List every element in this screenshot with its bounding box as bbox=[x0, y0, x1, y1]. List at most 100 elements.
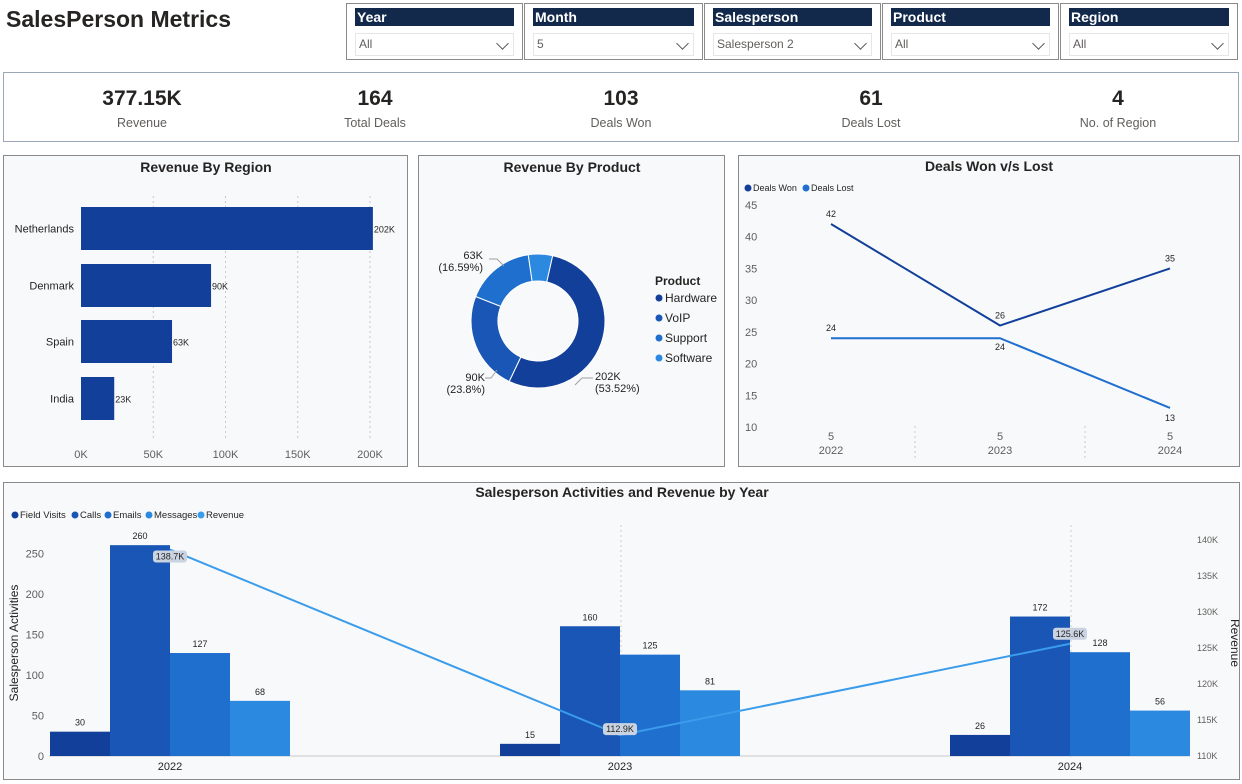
bar bbox=[81, 264, 212, 307]
legend-label: Support bbox=[665, 331, 708, 345]
legend-marker bbox=[802, 184, 810, 192]
data-label: 260 bbox=[132, 531, 147, 541]
legend-marker bbox=[655, 294, 663, 302]
kpi-label: No. of Region bbox=[1079, 116, 1157, 130]
y2-tick-label: 135K bbox=[1197, 571, 1218, 581]
data-label: 172 bbox=[1032, 603, 1047, 613]
x-tick-label: 150K bbox=[285, 449, 311, 461]
slicer-header: Product bbox=[891, 8, 1050, 26]
slicer-value: All bbox=[895, 37, 909, 51]
legend-label: Messages bbox=[154, 510, 198, 521]
data-label: (16.59%) bbox=[438, 262, 483, 274]
x-tick-label: 50K bbox=[143, 449, 163, 461]
y-tick-label: 100 bbox=[26, 670, 44, 682]
salesperson-dropdown[interactable]: Salesperson 2 bbox=[713, 33, 872, 56]
leader-line bbox=[485, 369, 498, 379]
donut-slice bbox=[508, 255, 606, 389]
chevron-down-icon[interactable] bbox=[1032, 37, 1045, 50]
legend-marker bbox=[655, 354, 663, 362]
y-tick-label: 250 bbox=[26, 548, 44, 560]
bar bbox=[110, 545, 170, 756]
revenue-by-product-panel: Revenue By Product 202K (53.52%) 90K (23.8%)… bbox=[418, 155, 725, 467]
activities-revenue-chart: Salesperson Activities and Revenue by Ye… bbox=[7, 484, 1242, 773]
kpi-label: Deals Lost bbox=[841, 116, 901, 130]
kpi-revenue: 377.15K Revenue bbox=[82, 87, 202, 130]
slicer-value: Salesperson 2 bbox=[717, 37, 794, 51]
salesperson-slicer[interactable]: Salesperson Salesperson 2 bbox=[704, 3, 881, 60]
category-label: Denmark bbox=[29, 281, 74, 293]
slicer-header: Year bbox=[355, 8, 514, 26]
y-tick-label: 150 bbox=[26, 629, 44, 641]
data-label: 63K bbox=[463, 250, 483, 262]
activities-revenue-panel: Salesperson Activities and Revenue by Ye… bbox=[3, 482, 1242, 780]
x-tick-label: 2022 bbox=[158, 761, 182, 773]
legend-marker bbox=[655, 334, 663, 342]
region-slicer[interactable]: Region All bbox=[1060, 3, 1238, 60]
slicer-header: Month bbox=[533, 8, 694, 26]
legend-marker bbox=[655, 314, 663, 322]
legend-label: VoIP bbox=[665, 311, 690, 325]
x-tick-label: 0K bbox=[74, 449, 88, 461]
legend-marker bbox=[145, 511, 153, 519]
legend-label: Software bbox=[665, 351, 713, 365]
kpi-value: 377.15K bbox=[102, 87, 182, 110]
leader-line bbox=[489, 258, 505, 267]
chevron-down-icon[interactable] bbox=[496, 37, 509, 50]
data-label: 125.6K bbox=[1056, 629, 1085, 639]
legend-marker bbox=[744, 184, 752, 192]
leader-line bbox=[574, 377, 593, 386]
revenue-by-region-chart: Revenue By Region 0K 50K 100K 150K 200K Nether… bbox=[15, 159, 395, 461]
kpi-label: Total Deals bbox=[344, 116, 406, 130]
bar bbox=[230, 700, 290, 756]
product-dropdown[interactable]: All bbox=[891, 33, 1050, 56]
y2-tick-label: 140K bbox=[1197, 535, 1218, 545]
kpi-label: Deals Won bbox=[590, 116, 652, 130]
donut-slice bbox=[527, 253, 554, 283]
y2-axis-title: Revenue bbox=[1228, 619, 1239, 667]
data-label: 15 bbox=[525, 730, 535, 740]
data-label: 90K bbox=[212, 282, 228, 292]
y2-tick-label: 115K bbox=[1197, 715, 1217, 725]
x-tick-label: 100K bbox=[213, 449, 239, 461]
chevron-down-icon[interactable] bbox=[1211, 37, 1224, 50]
bar bbox=[560, 626, 620, 756]
data-label: 138.7K bbox=[156, 552, 185, 562]
chart-title: Revenue By Region bbox=[140, 159, 271, 175]
kpi-value: 164 bbox=[357, 87, 393, 110]
y-tick-label: 30 bbox=[745, 295, 757, 307]
data-label: 23K bbox=[115, 395, 131, 405]
year-slicer[interactable]: Year All bbox=[346, 3, 523, 60]
y-axis-title: Salesperson Activities bbox=[7, 585, 21, 702]
x-tick-label: 5 bbox=[1167, 431, 1173, 443]
legend-label: Emails bbox=[113, 510, 142, 521]
chevron-down-icon[interactable] bbox=[854, 37, 867, 50]
month-slicer[interactable]: Month 5 bbox=[524, 3, 703, 60]
y2-tick-label: 110K bbox=[1197, 751, 1217, 761]
y-tick-label: 35 bbox=[745, 263, 757, 275]
slicer-value: 5 bbox=[537, 37, 544, 51]
year-dropdown[interactable]: All bbox=[355, 33, 514, 56]
chevron-down-icon[interactable] bbox=[676, 37, 689, 50]
deals-won-lost-panel: Deals Won v/s Lost Deals Won Deals Lost 10 1… bbox=[738, 155, 1240, 467]
data-label-bg bbox=[1053, 627, 1087, 640]
legend-marker bbox=[71, 511, 79, 519]
data-label: 125 bbox=[642, 641, 657, 651]
series-line bbox=[831, 337, 1171, 409]
data-label: 128 bbox=[1092, 638, 1107, 648]
legend-marker bbox=[11, 511, 19, 519]
product-slicer[interactable]: Product All bbox=[882, 3, 1059, 60]
region-dropdown[interactable]: All bbox=[1069, 33, 1229, 56]
x-tick-label: 2022 bbox=[819, 445, 843, 457]
bar bbox=[81, 377, 115, 420]
month-dropdown[interactable]: 5 bbox=[533, 33, 694, 56]
kpi-value: 103 bbox=[603, 87, 639, 110]
legend-marker bbox=[197, 511, 205, 519]
kpi-value: 61 bbox=[859, 87, 883, 110]
data-label: 63K bbox=[173, 338, 189, 348]
category-label: Netherlands bbox=[15, 224, 75, 236]
y-tick-label: 45 bbox=[745, 200, 757, 212]
kpi-card: 377.15K Revenue 164 Total Deals 103 Deals W… bbox=[3, 72, 1239, 142]
legend-label: Hardware bbox=[665, 291, 717, 305]
legend-label: Field Visits bbox=[20, 510, 66, 521]
revenue-by-region-panel: Revenue By Region 0K 50K 100K 150K 200K Nether… bbox=[3, 155, 408, 467]
